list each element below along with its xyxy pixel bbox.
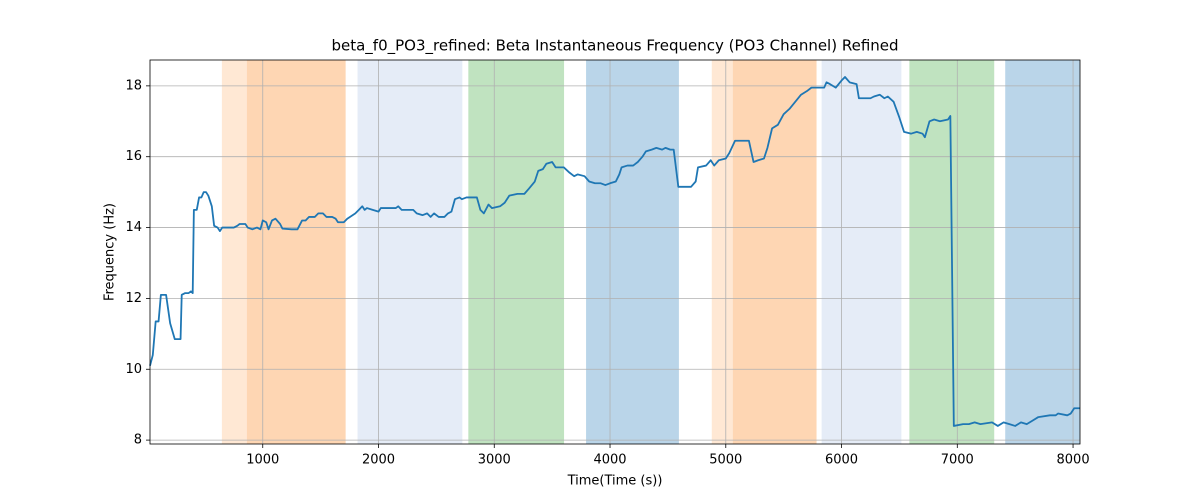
shaded-span [586, 60, 679, 444]
shaded-span [357, 60, 463, 444]
shaded-span [246, 60, 346, 444]
shaded-span [1005, 60, 1080, 444]
x-tick-label: 2000 [362, 453, 395, 468]
y-tick-label: 14 [125, 220, 142, 235]
chart-title: beta_f0_PO3_refined: Beta Instantaneous … [331, 37, 898, 56]
y-axis-label: Frequency (Hz) [103, 203, 118, 301]
y-tick-label: 16 [125, 149, 142, 164]
y-tick-label: 18 [125, 78, 142, 93]
x-tick-label: 3000 [478, 453, 511, 468]
y-tick-label: 8 [134, 433, 142, 448]
x-tick-label: 6000 [825, 453, 858, 468]
shaded-span [732, 60, 817, 444]
span-layer [221, 60, 1080, 444]
shaded-span [468, 60, 565, 444]
data-line [149, 76, 1080, 427]
x-tick-label: 7000 [941, 453, 974, 468]
shaded-span [711, 60, 733, 444]
x-axis-label: Time(Time (s)) [567, 474, 663, 489]
grid-layer [150, 60, 1080, 444]
y-tick-label: 10 [125, 362, 142, 377]
plot-layer [149, 76, 1080, 427]
x-tick-label: 1000 [246, 453, 279, 468]
shaded-span [821, 60, 902, 444]
x-tick-label: 8000 [1057, 453, 1090, 468]
x-tick-label: 5000 [709, 453, 742, 468]
shaded-span [221, 60, 247, 444]
plot-frame [149, 59, 1081, 445]
x-tick-label: 4000 [593, 453, 626, 468]
y-tick-label: 12 [125, 291, 142, 306]
